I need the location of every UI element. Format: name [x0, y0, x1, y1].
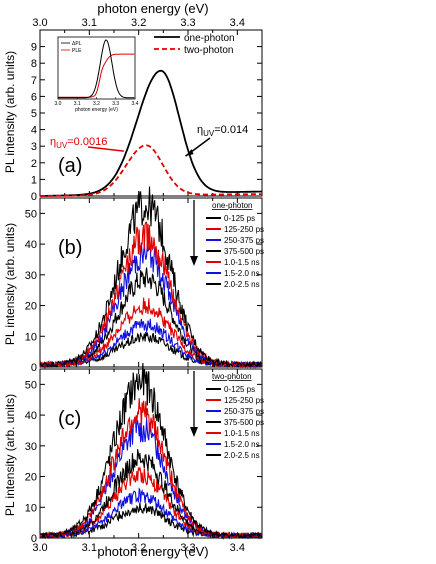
- y-tick-label: 50: [25, 379, 37, 391]
- annotation-arrowhead: [185, 149, 194, 157]
- y-tick-label: 40: [25, 410, 37, 422]
- inset-x-tick-label: 3.2: [93, 101, 100, 107]
- y-tick-label: 2: [31, 158, 37, 170]
- plot-frame: [39, 197, 263, 368]
- bottom-xlabel: photon energy (eV): [97, 544, 208, 559]
- legend-label: two-photon: [184, 45, 233, 56]
- annotation-sub: UV: [56, 141, 68, 150]
- inset-x-tick-label: 3.3: [112, 101, 119, 107]
- y-tick-label: 0: [31, 191, 37, 203]
- x-tick-label: 3.4: [230, 542, 245, 554]
- top-xlabel: photon energy (eV): [97, 1, 208, 16]
- panel-c: 3.0 3.1 3.2 3.3 3.4 0 10 20 30 40 50 two-photon 0-12…: [25, 362, 264, 554]
- inset-x-tick-label: 3.0: [55, 101, 62, 107]
- legend-label: 2.0-2.5 ns: [224, 280, 260, 289]
- y-tick-label: 40: [25, 239, 37, 251]
- panel-label: (b): [58, 237, 82, 259]
- x-tick-label: 3.1: [82, 542, 97, 554]
- y-tick-label: 4: [31, 125, 37, 137]
- ylabel-c: PL intensity (arb. units): [3, 394, 17, 516]
- annotation-value: =0.014: [214, 124, 248, 136]
- y-tick-label: 30: [25, 441, 37, 453]
- x-tick-label: 3.0: [32, 17, 47, 29]
- inset-x-tick-label: 3.1: [74, 101, 81, 107]
- y-tick-label: 10: [25, 331, 37, 343]
- y-tick-label: 9: [31, 42, 37, 54]
- decay-arrowhead: [190, 256, 198, 266]
- y-tick-label: 10: [25, 502, 37, 514]
- legend-label: 375-500 ps: [224, 418, 264, 427]
- series-line-0: [39, 186, 262, 369]
- legend-label: 2.0-2.5 ns: [224, 451, 260, 460]
- x-tick-label: 3.3: [180, 542, 195, 554]
- plot-frame: [39, 368, 263, 539]
- panel-label: (a): [58, 155, 82, 177]
- y-tick-label: 5: [31, 108, 37, 120]
- y-tick-label: 50: [25, 208, 37, 220]
- inset-xlabel: photon energy (eV): [75, 107, 118, 113]
- inset-x-tick-label: 3.4: [132, 101, 139, 107]
- series-line-0: [40, 69, 262, 197]
- inset-legend-label: ΔPL: [72, 41, 82, 47]
- legend-title: one-photon: [212, 201, 252, 210]
- legend-label: 1.5-2.0 ns: [224, 269, 260, 278]
- y-tick-label: 20: [25, 472, 37, 484]
- legend-label: 0-125 ps: [224, 385, 255, 394]
- legend-label: 1.0-1.5 ns: [224, 258, 260, 267]
- panel-label: (c): [58, 408, 81, 430]
- inset-series-ple: [58, 53, 135, 98]
- panel-b: 0 10 20 30 40 50 one-photon 0-125 ps 125-250 ps 2…: [25, 186, 264, 374]
- y-tick-label: 1: [31, 174, 37, 186]
- ylabel-b: PL intensity (arb. units): [3, 223, 17, 345]
- series-line-1: [39, 398, 262, 540]
- x-tick-label: 3.2: [131, 17, 146, 29]
- legend-label: 125-250 ps: [224, 225, 264, 234]
- legend-label: 1.5-2.0 ns: [224, 440, 260, 449]
- y-tick-label: 20: [25, 301, 37, 313]
- x-tick-label: 3.1: [82, 17, 97, 29]
- y-tick-label: 6: [31, 91, 37, 103]
- annotation-sub: UV: [203, 129, 215, 138]
- x-tick-label: 3.0: [32, 542, 47, 554]
- annotation-arrow: [87, 146, 124, 152]
- y-tick-label: 3: [31, 141, 37, 153]
- panel-a: 3.0 3.1 3.2 3.3 3.4 0 1 2 3 4 5 6 7 8 9 one-photontwo-p…: [31, 17, 263, 203]
- x-tick-label: 3.3: [180, 17, 195, 29]
- legend-label: 375-500 ps: [224, 247, 264, 256]
- legend-label: 125-250 ps: [224, 396, 264, 405]
- y-tick-label: 0: [31, 362, 37, 374]
- inset-frame: [57, 36, 136, 100]
- decay-arrowhead: [190, 427, 198, 437]
- legend-label: one-photon: [184, 33, 235, 44]
- y-tick-label: 30: [25, 270, 37, 282]
- series-line-0: [39, 362, 262, 540]
- legend-label: 1.0-1.5 ns: [224, 429, 260, 438]
- y-tick-label: 7: [31, 75, 37, 87]
- ylabel-a: PL intensity (arb. units): [3, 51, 17, 173]
- x-tick-label: 3.2: [131, 542, 146, 554]
- legend-title: two-photon: [212, 372, 252, 381]
- annotation-value: =0.0016: [67, 136, 107, 148]
- legend-label: 250-375 ps: [224, 236, 264, 245]
- y-tick-label: 0: [31, 533, 37, 545]
- legend-label: 250-375 ps: [224, 407, 264, 416]
- inset-legend-label: PLE: [72, 48, 82, 54]
- x-tick-label: 3.4: [230, 17, 245, 29]
- legend-label: 0-125 ps: [224, 214, 255, 223]
- inset-series-dpl: [58, 39, 135, 99]
- y-tick-label: 8: [31, 58, 37, 70]
